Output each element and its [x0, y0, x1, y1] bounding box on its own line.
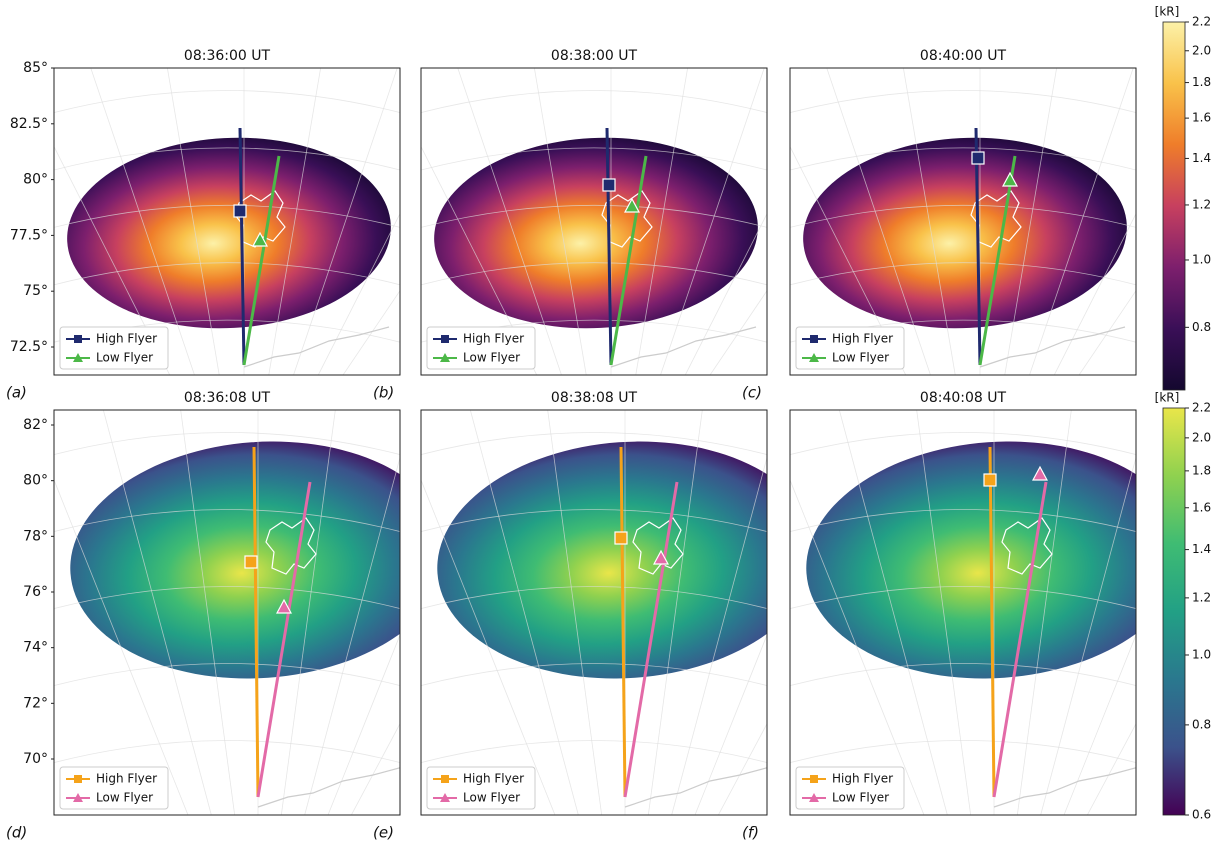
legend-label: Low Flyer	[832, 791, 889, 805]
legend-label: Low Flyer	[463, 791, 520, 805]
colorbar-tick-label: 1.2	[1192, 590, 1211, 604]
colorbar-unit: [kR]	[1155, 391, 1180, 405]
lat-tick-label: 75°	[23, 283, 48, 299]
lat-tick-label: 78°	[23, 528, 48, 544]
panel-label: (d)	[6, 824, 27, 842]
high-flyer-marker	[245, 556, 257, 568]
panel-title: 08:38:08 UT	[551, 390, 638, 406]
legend-label: Low Flyer	[96, 351, 153, 365]
legend: High Flyer Low Flyer	[427, 327, 535, 369]
legend-label: High Flyer	[832, 332, 893, 346]
legend-marker	[441, 335, 449, 343]
colorbar-tick-label: 0.8	[1192, 320, 1211, 334]
legend-marker	[810, 775, 818, 783]
panel-label: (c)	[742, 384, 762, 402]
legend: High Flyer Low Flyer	[60, 767, 168, 809]
legend: High Flyer Low Flyer	[796, 767, 904, 809]
panel: High Flyer Low Flyer	[754, 390, 1222, 849]
figure: High Flyer Low Flyer 08:36:00 UT (a) High Fl…	[0, 0, 1222, 849]
lat-tick-label: 72°	[23, 695, 48, 711]
lat-tick-label: 72.5°	[10, 339, 48, 355]
lat-tick-label: 70°	[23, 751, 48, 767]
colorbar	[1163, 22, 1185, 390]
panel-label: (a)	[6, 384, 27, 402]
lat-tick-label: 77.5°	[10, 227, 48, 243]
panel: High Flyer Low Flyer	[740, 48, 1222, 415]
colorbar-tick-label: 1.4	[1192, 151, 1211, 165]
colorbar-tick-label: 1.6	[1192, 500, 1211, 514]
legend-marker	[74, 775, 82, 783]
lat-tick-label: 82°	[23, 417, 48, 433]
colorbar-tick-label: 1.8	[1192, 75, 1211, 89]
graticule	[770, 818, 1156, 846]
colorbar-tick-label: 0.6	[1192, 808, 1211, 822]
panel-label: (f)	[742, 824, 759, 842]
colorbar-tick-label: 2.2	[1192, 15, 1211, 29]
colorbar	[1163, 408, 1185, 815]
lat-tick-label: 74°	[23, 640, 48, 656]
high-flyer-marker	[603, 179, 615, 191]
colorbar-tick-label: 1.0	[1192, 252, 1211, 266]
high-flyer-marker	[234, 205, 246, 217]
legend-label: Low Flyer	[96, 791, 153, 805]
legend-label: High Flyer	[96, 772, 157, 786]
legend-label: High Flyer	[96, 332, 157, 346]
panel-title: 08:36:00 UT	[184, 48, 271, 64]
high-flyer-marker	[972, 152, 984, 164]
legend: High Flyer Low Flyer	[796, 327, 904, 369]
legend: High Flyer Low Flyer	[60, 327, 168, 369]
colorbar-tick-label: 1.0	[1192, 647, 1211, 661]
legend-label: Low Flyer	[832, 351, 889, 365]
legend-marker	[74, 335, 82, 343]
colorbar-tick-label: 1.6	[1192, 111, 1211, 125]
lat-tick-label: 80°	[23, 172, 48, 188]
lat-tick-label: 85°	[23, 60, 48, 76]
legend-label: High Flyer	[463, 772, 524, 786]
colorbar-tick-label: 2.0	[1192, 430, 1211, 444]
legend-marker	[441, 775, 449, 783]
graticule	[34, 818, 420, 846]
colorbar-tick-label: 1.8	[1192, 463, 1211, 477]
graticule	[401, 818, 787, 846]
high-flyer-marker	[984, 474, 996, 486]
panel-title: 08:40:08 UT	[920, 390, 1007, 406]
colorbar-tick-label: 1.2	[1192, 197, 1211, 211]
legend-label: High Flyer	[832, 772, 893, 786]
panel-label: (b)	[373, 384, 394, 402]
colorbar-unit: [kR]	[1155, 5, 1180, 19]
legend-label: Low Flyer	[463, 351, 520, 365]
panel-title: 08:38:00 UT	[551, 48, 638, 64]
panel-label: (e)	[373, 824, 394, 842]
lat-tick-label: 76°	[23, 584, 48, 600]
legend-label: High Flyer	[463, 332, 524, 346]
panel-title: 08:36:08 UT	[184, 390, 271, 406]
lat-tick-label: 80°	[23, 473, 48, 489]
colorbar-tick-label: 2.0	[1192, 43, 1211, 57]
colorbar-tick-label: 2.2	[1192, 401, 1211, 415]
lat-tick-label: 82.5°	[10, 116, 48, 132]
colorbar-tick-label: 0.8	[1192, 717, 1211, 731]
colorbar-tick-label: 1.4	[1192, 542, 1211, 556]
legend: High Flyer Low Flyer	[427, 767, 535, 809]
panel-title: 08:40:00 UT	[920, 48, 1007, 64]
high-flyer-marker	[615, 532, 627, 544]
legend-marker	[810, 335, 818, 343]
